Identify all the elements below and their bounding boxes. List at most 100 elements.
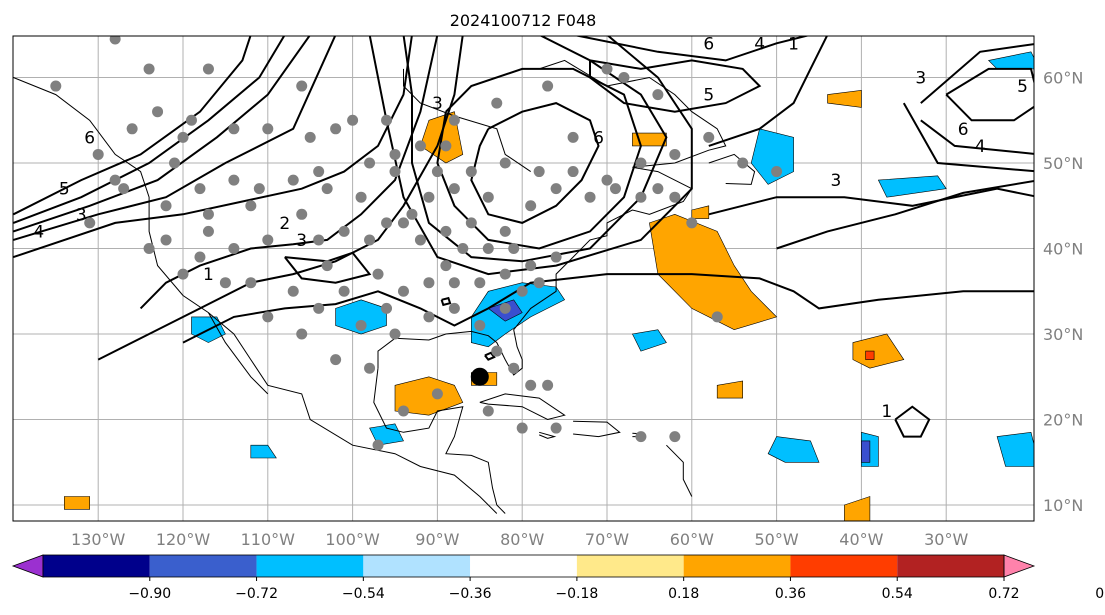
station-dot — [482, 243, 494, 254]
station-dot — [364, 362, 376, 374]
station-dot — [448, 277, 460, 289]
station-dot — [423, 277, 435, 289]
longitude-label: 100°W — [325, 530, 380, 549]
station-dot — [219, 277, 231, 289]
contour-label: 3 — [831, 171, 842, 191]
anomaly-region — [632, 132, 667, 147]
coastline — [377, 59, 727, 376]
colorbar-tick-label: −0.18 — [555, 586, 598, 602]
station-dot — [202, 208, 214, 220]
longitude-label: 90°W — [415, 530, 459, 549]
station-dot — [414, 140, 426, 152]
station-dot — [457, 243, 469, 254]
contour-label: 6 — [703, 34, 714, 54]
station-dot — [355, 191, 367, 203]
contour-line — [440, 296, 452, 307]
contour-label: 5 — [59, 180, 70, 200]
station-dot — [177, 268, 189, 280]
latitude-label: 50°N — [1043, 154, 1083, 173]
anomaly-region — [64, 496, 90, 510]
station-dot — [618, 72, 630, 83]
station-dot — [253, 183, 265, 195]
station-dot — [431, 166, 443, 178]
contour-label: 2 — [279, 214, 290, 234]
colorbar-labels: −0.90 −0.72 −0.54 −0.36 −0.18 0.18 0.36 0.54 0.7… — [128, 577, 1105, 602]
colorbar-swatch — [470, 555, 577, 577]
contour-line — [13, 36, 311, 233]
station-dot — [304, 131, 316, 143]
station-dot — [321, 183, 333, 195]
station-dot — [440, 140, 452, 152]
station-dot — [686, 217, 698, 229]
station-dot — [50, 80, 62, 92]
station-dot — [177, 131, 189, 143]
anomaly-region — [691, 205, 710, 219]
station-dot — [330, 354, 342, 366]
station-dot — [635, 157, 647, 169]
station-dot — [609, 183, 621, 195]
station-dot — [525, 200, 537, 212]
colorbar-tick-label: −0.54 — [342, 586, 385, 602]
station-dot — [584, 191, 596, 203]
contour-label: 5 — [703, 86, 714, 106]
plot-title: 2024100712 F048 — [450, 11, 597, 30]
station-dot — [491, 97, 503, 109]
station-dot — [389, 148, 401, 160]
station-dot — [669, 148, 681, 160]
station-dot — [652, 89, 664, 101]
station-dot — [465, 166, 477, 178]
contour-label: 1 — [881, 402, 892, 422]
longitude-label: 60°W — [670, 530, 714, 549]
contour-label: 3 — [432, 94, 443, 114]
contour-label: 4 — [975, 137, 986, 157]
anomaly-region — [827, 89, 862, 108]
station-dot — [330, 123, 342, 135]
colorbar-swatch — [256, 555, 364, 577]
station-dot — [465, 217, 477, 229]
station-dot — [143, 63, 155, 75]
station-dot — [542, 80, 554, 92]
station-dot — [448, 302, 460, 314]
station-dot — [338, 285, 350, 297]
station-dot — [525, 260, 537, 272]
contour-label: 3 — [296, 231, 307, 251]
colorbar-swatch — [683, 555, 791, 577]
contour-line — [920, 43, 1034, 104]
storm-marker-layer — [470, 367, 489, 386]
anomaly-region — [631, 329, 667, 352]
station-dot — [287, 174, 299, 186]
station-dot — [364, 234, 376, 246]
longitude-label: 40°W — [839, 530, 883, 549]
station-dot — [711, 311, 723, 323]
contour-line — [13, 36, 337, 241]
coastline — [539, 431, 557, 439]
station-dot — [601, 63, 613, 75]
anomaly-region — [861, 440, 871, 463]
anomaly-region — [996, 431, 1034, 467]
contour-line — [589, 59, 762, 113]
longitude-labels: 130°W 120°W 110°W 100°W 90°W 80°W 70°W 60°W 50°W… — [71, 530, 968, 549]
station-dot — [228, 174, 240, 186]
station-dot — [262, 123, 274, 135]
station-dot — [202, 63, 214, 75]
station-dot — [92, 148, 104, 160]
colorbar-min-extend — [11, 554, 44, 578]
longitude-label: 70°W — [585, 530, 629, 549]
colorbar-tick-label: 0.90 — [1095, 586, 1105, 602]
longitude-label: 50°W — [755, 530, 799, 549]
contour-line — [776, 180, 1034, 250]
longitude-label: 130°W — [71, 530, 126, 549]
longitude-label: 30°W — [924, 530, 968, 549]
station-dot — [567, 166, 579, 178]
station-dot — [262, 311, 274, 323]
station-dot — [771, 166, 783, 178]
station-dot — [160, 234, 172, 246]
station-dot — [635, 191, 647, 203]
latitude-label: 10°N — [1043, 496, 1083, 515]
colorbar-swatch — [43, 555, 150, 577]
contour-label: 6 — [84, 128, 95, 148]
station-dot — [194, 183, 206, 195]
station-dot — [143, 243, 155, 254]
anomaly-region — [987, 51, 1034, 70]
colorbar-tick-label: 0.72 — [988, 586, 1019, 602]
